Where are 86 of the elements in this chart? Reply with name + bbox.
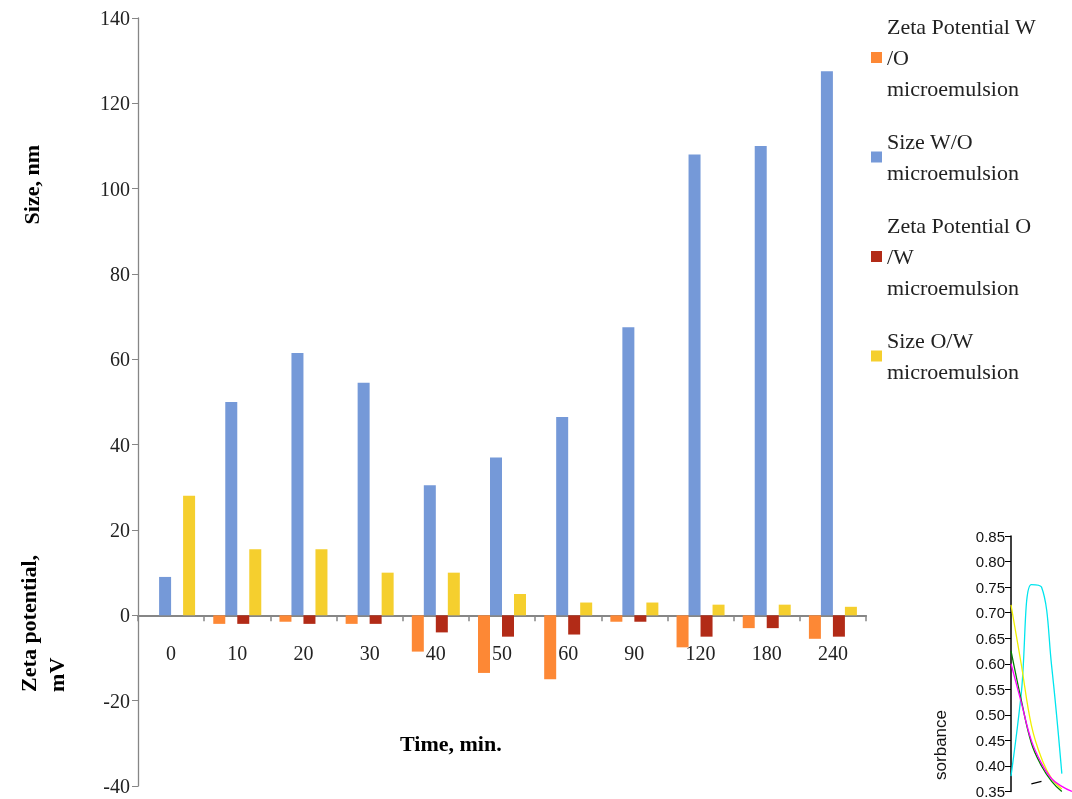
x-tick-label: 20 — [293, 642, 314, 664]
legend-label: Zeta Potential W/O microemulsion — [887, 14, 1036, 101]
bar — [808, 615, 821, 639]
x-tick-label: 40 — [425, 642, 446, 664]
y-tick-label: 100 — [100, 177, 130, 200]
y-tick-label: 0.75 — [975, 578, 1005, 596]
bar — [490, 457, 502, 616]
x-tick-label: 60 — [558, 642, 579, 664]
bar — [610, 615, 623, 622]
bar — [225, 402, 238, 616]
y-tick-label: 40 — [110, 433, 130, 456]
line-series — [1010, 663, 1072, 793]
x-tick-label: 30 — [359, 642, 380, 664]
bar — [291, 352, 304, 616]
bar — [646, 602, 659, 616]
bar — [315, 549, 328, 616]
bar — [369, 615, 382, 624]
bar — [303, 615, 316, 624]
y-tick-label: 0.55 — [975, 680, 1005, 698]
x-tick-label: 180 — [751, 642, 782, 664]
bar — [700, 615, 713, 637]
bar — [237, 615, 250, 624]
y-tick-label: 80 — [110, 263, 130, 285]
bar — [622, 327, 635, 616]
line-series — [1010, 650, 1063, 793]
bar — [568, 615, 581, 635]
bar — [634, 615, 647, 622]
legend-label: Size W/O microemulsion — [887, 129, 1019, 185]
bar — [345, 615, 358, 624]
line-series — [1010, 604, 1063, 790]
y-tick-label: 0.50 — [975, 706, 1005, 724]
bar — [411, 615, 424, 652]
y-tick-label: 0.40 — [975, 757, 1005, 775]
y-axis-title: sorbance — [931, 710, 950, 780]
bar — [544, 615, 557, 680]
y-tick-label: 0.65 — [975, 629, 1005, 647]
y-tick-label: 0.85 — [975, 527, 1005, 545]
bar — [423, 485, 436, 616]
y-tick-label: 20 — [110, 519, 130, 541]
x-tick-label: 10 — [227, 642, 248, 664]
bar — [183, 495, 196, 616]
x-tick-label: 120 — [685, 642, 716, 664]
bar — [754, 146, 767, 616]
x-tick-label: 50 — [492, 642, 512, 664]
bar — [447, 572, 460, 616]
bar — [778, 604, 791, 616]
bar — [159, 576, 172, 616]
y-tick-label: 0 — [120, 604, 130, 627]
y-tick-label: 0.60 — [975, 655, 1005, 673]
bar — [712, 604, 725, 616]
bar — [742, 615, 755, 629]
y-tick-label: 0.35 — [975, 783, 1005, 799]
bar — [478, 615, 490, 673]
y-tick-label: 0.80 — [975, 553, 1005, 571]
bar — [820, 71, 833, 616]
legend-label: Size O/W microemulsion — [887, 328, 1019, 384]
y-tick-label: 140 — [100, 7, 130, 29]
x-tick-label: 90 — [624, 642, 645, 664]
bar — [435, 615, 448, 633]
bar — [556, 416, 569, 616]
bar — [502, 615, 514, 637]
y-tick-label: 0.45 — [975, 731, 1005, 749]
bar — [249, 549, 262, 616]
bar — [766, 615, 779, 629]
bar — [381, 572, 394, 616]
bar — [688, 154, 701, 616]
y-tick-label: 60 — [110, 348, 130, 371]
bar — [213, 615, 226, 624]
bar — [676, 615, 689, 648]
line-series — [1010, 583, 1063, 777]
bar — [832, 615, 845, 637]
legend-label: Zeta Potential O/W microemulsion — [887, 213, 1032, 300]
y-tick-label: 0.70 — [975, 604, 1005, 622]
y-tick-label: -40 — [103, 775, 130, 797]
bar — [580, 602, 593, 616]
y-tick-label: 120 — [100, 92, 130, 115]
text: Zeta potential, mV — [15, 554, 69, 692]
bar — [357, 382, 370, 616]
y-axis-title: Size, nm — [18, 144, 44, 225]
bar — [514, 594, 526, 616]
bar — [279, 615, 292, 622]
bar — [844, 606, 857, 616]
x-tick-label: 240 — [817, 642, 848, 664]
x-tick-label: 0 — [166, 642, 177, 664]
y-tick-label: -20 — [103, 689, 130, 712]
x-axis-title: Time, min. — [400, 730, 502, 756]
